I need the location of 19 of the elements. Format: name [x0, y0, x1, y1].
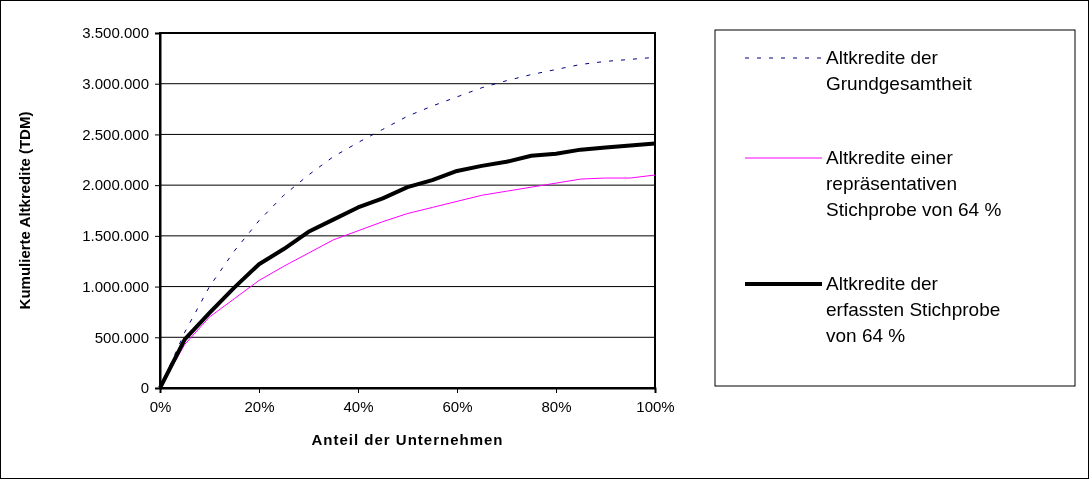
x-tick-label: 20% — [244, 397, 275, 415]
x-axis-title: Anteil der Unternehmen — [311, 431, 504, 448]
x-tick-label: 60% — [442, 397, 473, 415]
legend-label: Altkredite einer repräsentativen Stichprobe von 64 % — [826, 147, 1002, 220]
x-tick-label: 100% — [636, 397, 675, 415]
y-axis-title: Kumulierte Altkredite (TDM) — [16, 111, 33, 310]
y-tick-label: 2.500.000 — [82, 125, 149, 143]
y-tick-label: 1.000.000 — [82, 277, 149, 295]
y-tick-label: 0 — [140, 379, 149, 397]
y-tick-label: 500.000 — [94, 328, 149, 346]
y-tick-label: 2.000.000 — [82, 176, 149, 194]
x-tick-label: 40% — [343, 397, 374, 415]
y-tick-label: 3.000.000 — [82, 75, 149, 93]
legend-label: Altkredite der erfassten Stichprobe von 64 % — [826, 273, 1001, 346]
y-tick-label: 1.500.000 — [82, 227, 149, 245]
x-tick-label: 80% — [541, 397, 572, 415]
legend-label: Altkredite der Grundgesamtheit — [826, 47, 973, 94]
y-tick-label: 3.500.000 — [82, 24, 149, 42]
x-tick-label: 0% — [149, 397, 172, 415]
